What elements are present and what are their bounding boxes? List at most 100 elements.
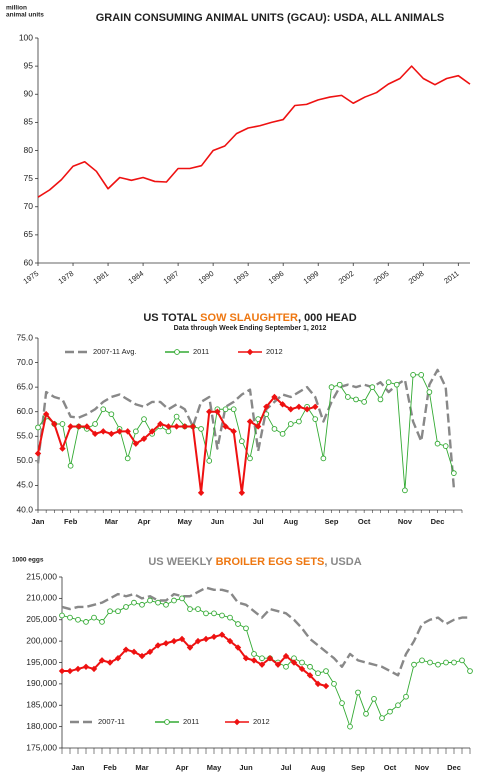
- y-tick-label: 60: [24, 257, 34, 267]
- x-tick-label: 1990: [197, 269, 216, 286]
- x-tick-label: Jan: [72, 763, 85, 772]
- marker: [181, 423, 188, 430]
- marker: [90, 665, 98, 673]
- marker: [307, 663, 313, 670]
- marker: [203, 610, 209, 617]
- y-tick-label: 180,000: [26, 721, 57, 731]
- legend-label: 2012: [266, 347, 283, 356]
- marker: [222, 406, 229, 413]
- marker: [67, 614, 73, 621]
- y-tick-label: 50.0: [16, 455, 33, 465]
- x-tick-label: Jun: [239, 763, 253, 772]
- marker: [114, 655, 122, 662]
- marker: [435, 661, 441, 668]
- marker: [226, 637, 234, 645]
- marker: [363, 710, 369, 717]
- x-tick-label: Oct: [384, 763, 397, 772]
- y-tick-label: 85: [24, 117, 34, 127]
- marker: [451, 659, 457, 666]
- marker: [132, 440, 140, 447]
- marker: [395, 702, 401, 709]
- marker: [442, 443, 449, 449]
- title-part: US TOTAL: [143, 312, 200, 324]
- marker: [82, 663, 90, 670]
- marker: [377, 396, 384, 403]
- marker: [195, 606, 201, 612]
- x-tick-label: Dec: [431, 517, 445, 526]
- x-tick-label: Aug: [311, 763, 326, 772]
- y-tick-label: 100: [19, 32, 33, 42]
- marker: [67, 462, 74, 469]
- marker: [35, 424, 41, 431]
- marker: [106, 659, 114, 666]
- marker: [387, 708, 393, 715]
- x-tick-label: 1996: [267, 269, 286, 286]
- marker: [230, 428, 237, 435]
- marker: [218, 631, 226, 638]
- x-tick-label: Apr: [138, 517, 151, 526]
- marker: [287, 421, 294, 427]
- marker: [74, 665, 82, 673]
- marker: [164, 719, 170, 725]
- marker: [328, 384, 335, 390]
- marker: [298, 665, 306, 673]
- y-axis-label: million: [6, 5, 27, 12]
- marker: [418, 372, 425, 378]
- x-tick-label: 1999: [302, 269, 321, 286]
- marker: [75, 423, 82, 430]
- marker: [246, 348, 254, 356]
- marker: [312, 416, 319, 422]
- marker: [369, 384, 376, 390]
- marker: [290, 659, 298, 666]
- y-axis-label: 1000 eggs: [12, 557, 44, 564]
- series-line: [36, 368, 456, 488]
- marker: [361, 399, 368, 405]
- x-tick-label: Sep: [351, 763, 365, 772]
- x-tick-label: 2008: [407, 269, 426, 286]
- marker: [230, 406, 237, 413]
- chart-title: US WEEKLY BROILER EGG SETS, USDA: [148, 556, 361, 568]
- marker: [315, 670, 321, 677]
- series-line: [37, 395, 316, 494]
- x-tick-label: 2002: [337, 269, 356, 286]
- marker: [266, 655, 274, 662]
- marker: [165, 428, 172, 435]
- title-part: , USDA: [324, 556, 361, 568]
- x-tick-label: Feb: [64, 517, 78, 526]
- x-tick-label: 2011: [442, 269, 460, 286]
- marker: [194, 637, 202, 645]
- x-tick-label: Nov: [398, 517, 413, 526]
- marker: [459, 657, 465, 664]
- y-tick-label: 80: [24, 145, 34, 155]
- x-tick-label: 1978: [56, 269, 75, 286]
- marker: [250, 657, 258, 664]
- series-line: [37, 65, 471, 198]
- x-tick-label: May: [177, 517, 192, 526]
- marker: [148, 428, 156, 435]
- marker: [434, 440, 441, 447]
- chart: GRAIN CONSUMING ANIMAL UNITS (GCAU): USD…: [6, 5, 471, 286]
- marker: [427, 659, 433, 666]
- marker: [339, 700, 345, 706]
- marker: [165, 423, 172, 430]
- marker: [353, 396, 359, 403]
- marker: [379, 715, 385, 721]
- series-line: [62, 633, 327, 687]
- y-tick-label: 75: [24, 173, 34, 183]
- marker: [107, 608, 113, 615]
- x-tick-label: Aug: [283, 517, 298, 526]
- marker: [116, 428, 123, 435]
- marker: [234, 644, 242, 651]
- y-tick-label: 55.0: [16, 431, 33, 441]
- x-tick-label: 1993: [232, 269, 251, 286]
- y-tick-label: 195,000: [26, 657, 57, 667]
- marker: [122, 646, 130, 653]
- x-tick-label: 1981: [92, 269, 111, 286]
- marker: [42, 410, 50, 418]
- marker: [202, 635, 210, 643]
- marker: [139, 601, 145, 608]
- marker: [443, 659, 449, 666]
- x-tick-label: Jan: [32, 517, 45, 526]
- marker: [67, 423, 74, 430]
